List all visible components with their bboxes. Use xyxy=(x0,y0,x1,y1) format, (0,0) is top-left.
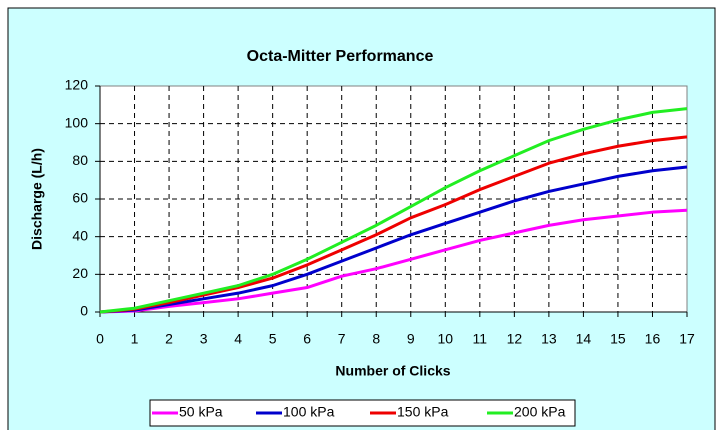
x-tick-label: 8 xyxy=(372,331,380,347)
x-tick-label: 0 xyxy=(96,331,104,347)
y-tick-label: 120 xyxy=(65,77,89,93)
legend-label: 50 kPa xyxy=(179,404,223,420)
x-tick-label: 2 xyxy=(165,331,173,347)
x-tick-label: 16 xyxy=(645,331,661,347)
y-tick-label: 0 xyxy=(80,303,88,319)
y-tick-label: 80 xyxy=(72,152,88,168)
series-line xyxy=(99,208,688,314)
x-tick-label: 12 xyxy=(507,331,523,347)
y-tick-label: 40 xyxy=(72,227,88,243)
x-tick-label: 17 xyxy=(679,331,695,347)
y-axis-label: Discharge (L/h) xyxy=(29,148,45,250)
series-line xyxy=(99,107,688,314)
series-line xyxy=(99,165,688,314)
x-tick-label: 3 xyxy=(200,331,208,347)
y-tick-label: 100 xyxy=(65,114,89,130)
x-tick-label: 7 xyxy=(338,331,346,347)
legend-label: 150 kPa xyxy=(397,404,449,420)
legend-label: 100 kPa xyxy=(283,404,335,420)
x-tick-label: 13 xyxy=(541,331,557,347)
legend-label: 200 kPa xyxy=(514,404,566,420)
x-tick-label: 4 xyxy=(234,331,242,347)
x-tick-label: 15 xyxy=(610,331,626,347)
chart-title: Octa-Mitter Performance xyxy=(247,48,434,65)
x-tick-label: 9 xyxy=(407,331,415,347)
series-line xyxy=(99,135,688,314)
x-axis-label: Number of Clicks xyxy=(335,363,450,379)
y-tick-label: 60 xyxy=(72,190,88,206)
x-tick-label: 5 xyxy=(269,331,277,347)
x-tick-label: 10 xyxy=(438,331,454,347)
x-tick-label: 14 xyxy=(576,331,592,347)
x-tick-label: 1 xyxy=(131,331,139,347)
y-tick-label: 20 xyxy=(72,265,88,281)
x-tick-label: 6 xyxy=(303,331,311,347)
x-tick-label: 11 xyxy=(473,331,488,347)
